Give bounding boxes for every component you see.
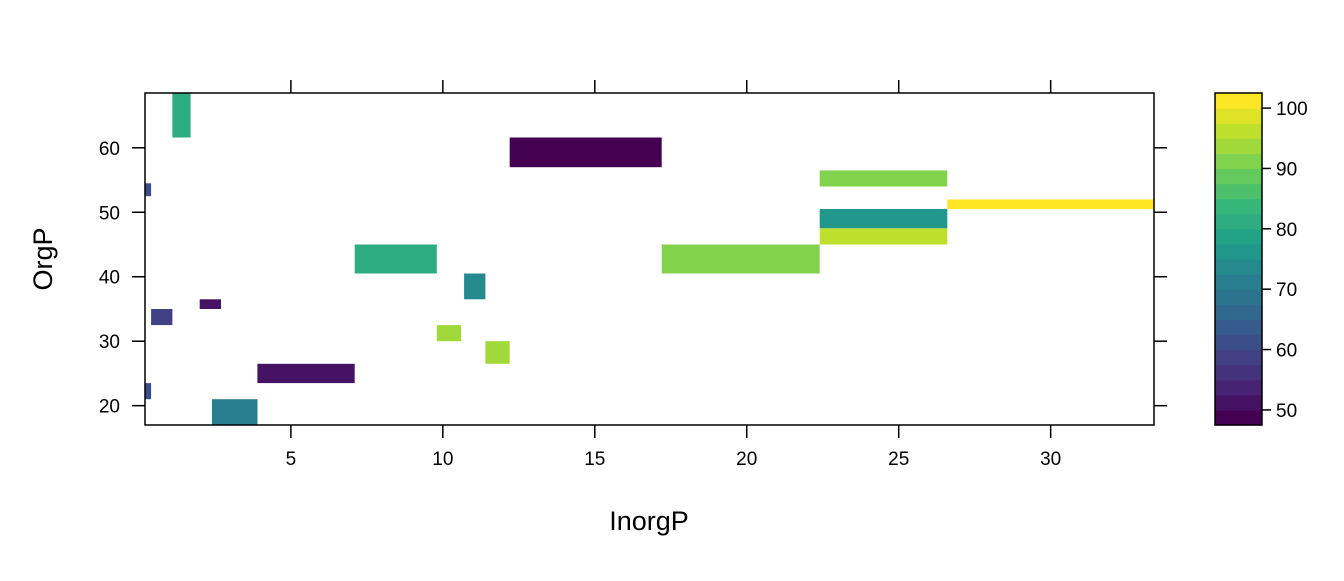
x-axis-title: InorgP	[609, 506, 689, 536]
heatmap-cell	[819, 228, 948, 245]
heatmap-cell	[211, 399, 258, 425]
colorkey-bin	[1215, 138, 1262, 154]
colorkey-tick-label: 60	[1276, 341, 1297, 362]
colorkey-bin	[1215, 123, 1262, 139]
x-tick-label: 5	[286, 449, 297, 470]
colorkey-bin	[1215, 259, 1262, 275]
colorkey-bin	[1215, 364, 1262, 381]
colorkey-tick-label: 50	[1276, 401, 1297, 422]
colorkey-bin	[1215, 304, 1262, 320]
colorkey-bin	[1215, 243, 1262, 260]
heatmap-cell	[485, 341, 510, 364]
colorkey-tick-label: 80	[1276, 220, 1297, 241]
colorkey-bin	[1215, 93, 1262, 109]
colorkey-bin	[1215, 319, 1262, 336]
x-tick-label: 20	[736, 449, 757, 470]
colorkey-bin	[1215, 334, 1262, 351]
colorkey-bin	[1215, 274, 1262, 290]
colorkey-bin	[1215, 183, 1262, 200]
heatmap-cell	[145, 183, 152, 197]
colorkey-bin	[1215, 168, 1262, 185]
colorkey-bin	[1215, 213, 1262, 230]
y-axis-title: OrgP	[28, 227, 58, 290]
heatmap-cell	[509, 137, 662, 168]
colorkey-bin	[1215, 198, 1262, 215]
x-tick-label: 25	[888, 449, 909, 470]
heatmap-cell	[947, 199, 1154, 210]
y-tick-label: 20	[99, 397, 120, 418]
y-tick-label: 30	[99, 332, 120, 353]
colorkey-bin	[1215, 289, 1262, 305]
x-tick-label: 10	[432, 449, 453, 470]
heatmap-cells	[145, 93, 1154, 425]
colorkey-frame	[1214, 92, 1263, 426]
colorkey-bin	[1215, 349, 1262, 366]
heatmap-cell	[145, 383, 152, 400]
colorkey-bin	[1215, 394, 1262, 411]
y-tick-label: 60	[99, 139, 120, 160]
colorkey-bin	[1215, 379, 1262, 396]
colorkey-tick-label: 90	[1276, 159, 1297, 180]
colorkey-bin	[1215, 108, 1262, 124]
heatmap-cell	[354, 244, 437, 274]
y-tick-label: 40	[99, 268, 120, 289]
plot-frame	[144, 92, 1155, 426]
heatmap-cell	[151, 309, 173, 326]
heatmap-cell	[436, 325, 462, 342]
axis-ticks: 5 10 15 20 25 30 20 30 40 50 60	[99, 80, 1167, 470]
x-tick-label: 15	[584, 449, 605, 470]
heatmap-cell	[819, 170, 948, 187]
colorkey-bin	[1215, 409, 1262, 426]
colorkey-tick-label: 70	[1276, 280, 1297, 301]
heatmap-cell	[819, 209, 948, 229]
colorkey-tick-label: 100	[1276, 99, 1308, 120]
heatmap-cell	[172, 93, 191, 138]
x-tick-label: 30	[1040, 449, 1061, 470]
colorkey: 50 60 70 80 90 100	[1214, 92, 1308, 426]
colorkey-bin	[1215, 228, 1262, 245]
heatmap-cell	[257, 363, 355, 384]
y-tick-label: 50	[99, 203, 120, 224]
colorkey-bin	[1215, 153, 1262, 170]
heatmap-cell	[464, 273, 486, 300]
heatmap-cell	[661, 244, 820, 274]
heatmap-cell	[199, 299, 221, 309]
